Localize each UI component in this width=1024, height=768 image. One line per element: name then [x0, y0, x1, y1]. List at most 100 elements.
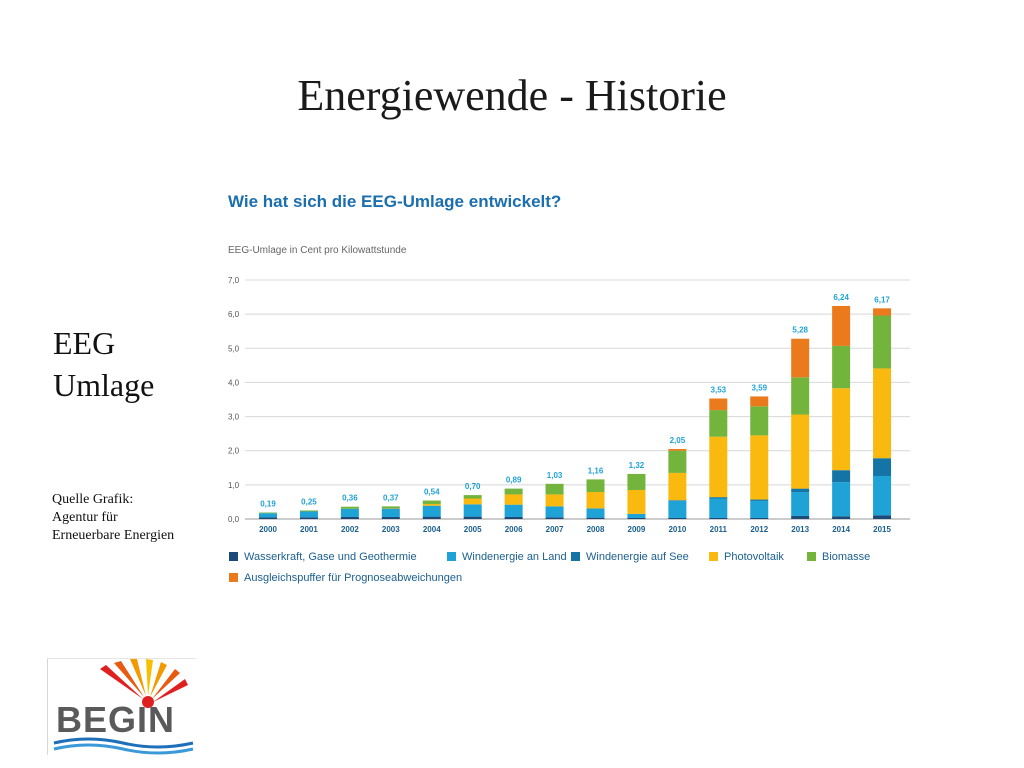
y-axis-label: EEG-Umlage in Cent pro Kilowattstunde: [228, 245, 407, 256]
legend-label: Windenergie auf See: [586, 551, 689, 563]
y-tick-label: 5,0: [228, 344, 240, 353]
bar-segment: [791, 414, 810, 489]
bar-segment: [627, 517, 646, 519]
bar-segment: [586, 492, 605, 509]
legend-label: Wasserkraft, Gase und Geothermie: [244, 551, 417, 563]
bar-segment: [750, 406, 769, 436]
bar-segment: [873, 515, 892, 519]
bar-segment: [463, 516, 482, 519]
total-label: 0,25: [301, 497, 317, 506]
begin-logo: BEGIN: [47, 658, 196, 755]
side-heading-line-1: EEG: [53, 325, 116, 361]
bar-segment: [791, 492, 810, 516]
bar-segment: [709, 497, 728, 499]
bar-segment: [340, 508, 359, 517]
legend-swatch: [807, 552, 816, 561]
bar-segment: [381, 508, 400, 517]
total-label: 2,05: [670, 436, 686, 445]
source-line-2: Agentur für: [52, 510, 118, 525]
bar-segment: [668, 517, 687, 519]
bar-segment: [504, 504, 523, 517]
bar-segment: [873, 475, 892, 516]
total-label: 1,16: [588, 466, 604, 475]
y-tick-label: 2,0: [228, 447, 240, 456]
bar-segment: [463, 504, 482, 517]
legend-swatch: [447, 552, 456, 561]
x-tick-label: 2010: [668, 525, 686, 534]
bar-segment: [750, 435, 769, 500]
total-label: 5,28: [792, 326, 808, 335]
x-tick-label: 2006: [505, 525, 523, 534]
y-tick-label: 6,0: [228, 310, 240, 319]
total-label: 3,53: [711, 385, 727, 394]
bar-segment: [709, 517, 728, 519]
x-tick-label: 2015: [873, 525, 891, 534]
bar-segment: [422, 503, 441, 506]
bar-segment: [791, 338, 810, 378]
bar-segment: [545, 483, 564, 495]
total-label: 0,54: [424, 488, 440, 497]
total-label: 0,37: [383, 493, 399, 502]
bar-segment: [709, 436, 728, 498]
x-tick-label: 2003: [382, 525, 400, 534]
x-tick-label: 2005: [464, 525, 482, 534]
bar-segment: [750, 499, 769, 501]
bar-segment: [586, 479, 605, 493]
bar-segment: [299, 511, 318, 518]
x-tick-label: 2013: [791, 525, 809, 534]
x-tick-label: 2009: [628, 525, 646, 534]
total-label: 0,89: [506, 476, 522, 485]
legend-swatch: [571, 552, 580, 561]
bar-segment: [340, 516, 359, 519]
x-tick-label: 2014: [832, 525, 850, 534]
legend-swatch: [229, 573, 238, 582]
chart-title: Wie hat sich die EEG-Umlage entwickelt?: [228, 192, 561, 211]
x-tick-label: 2004: [423, 525, 441, 534]
bar-segment: [791, 488, 810, 493]
bar-segment: [791, 377, 810, 415]
x-tick-label: 2011: [710, 525, 728, 534]
bar-segment: [299, 510, 318, 512]
side-heading: EEG Umlage: [53, 322, 154, 406]
total-label: 3,59: [751, 383, 767, 392]
y-tick-label: 1,0: [228, 481, 240, 490]
total-label: 6,24: [833, 293, 849, 302]
bar-segment: [668, 500, 687, 518]
bar-segment: [627, 513, 646, 518]
logo-text: BEGIN: [56, 699, 176, 740]
bar-segment: [504, 494, 523, 505]
sun-rays-icon: [100, 659, 188, 708]
bar-segment: [463, 495, 482, 499]
legend-swatch: [709, 552, 718, 561]
legend-label: Ausgleichspuffer für Prognoseabweichunge…: [244, 572, 462, 584]
bar-segment: [381, 516, 400, 519]
side-heading-line-2: Umlage: [53, 367, 155, 403]
bar-segment: [750, 500, 769, 518]
bar-segment: [668, 450, 687, 473]
x-tick-label: 2012: [750, 525, 768, 534]
bar-segment: [545, 494, 564, 507]
bar-segment: [832, 388, 851, 471]
bar-segment: [791, 515, 810, 519]
bar-segment: [381, 506, 400, 509]
bar-segment: [832, 305, 851, 346]
legend-label: Biomasse: [822, 551, 870, 563]
x-tick-label: 2008: [587, 525, 605, 534]
bar-segment: [422, 500, 441, 504]
bar-segment: [299, 517, 318, 519]
x-tick-label: 2001: [300, 525, 318, 534]
eeg-umlage-chart: Wie hat sich die EEG-Umlage entwickelt? E…: [228, 192, 910, 584]
bar-segment: [627, 473, 646, 490]
legend-swatch: [229, 552, 238, 561]
y-tick-label: 7,0: [228, 276, 240, 285]
bar-segment: [259, 513, 277, 518]
legend-label: Photovoltaik: [724, 551, 784, 563]
total-label: 1,03: [547, 471, 563, 480]
total-label: 0,70: [465, 482, 481, 491]
bar-segment: [668, 449, 687, 451]
bar-segment: [832, 470, 851, 483]
bar-segment: [832, 516, 851, 519]
bar-segment: [422, 516, 441, 519]
bar-segment: [750, 396, 769, 407]
bar-segment: [873, 315, 892, 369]
